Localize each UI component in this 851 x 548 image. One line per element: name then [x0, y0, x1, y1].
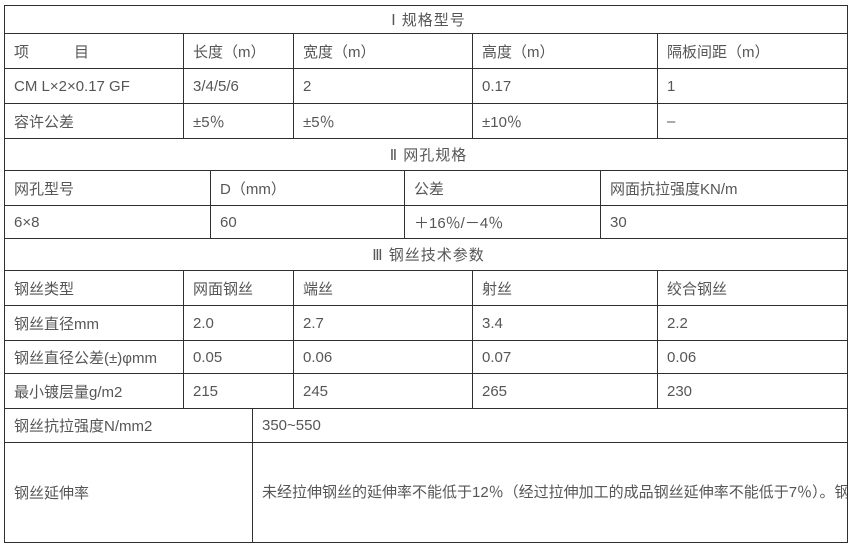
section2-header-row: 网孔型号 D（mm） 公差 网面抗拉强度KN/m: [4, 170, 848, 206]
tensile-strength-label: 钢丝抗拉强度N/mm2: [4, 408, 253, 443]
wire-mesh-header: 网面钢丝: [183, 270, 294, 306]
section1-title-row: Ⅰ 规格型号: [4, 5, 848, 34]
elongation-row: 钢丝延伸率 未经拉伸钢丝的延伸率不能低于12％（经过拉伸加工的成品钢丝延伸率不能…: [4, 442, 848, 543]
mesh-tolerance-value: ＋16％/－4％: [404, 205, 601, 239]
spec-table: Ⅰ 规格型号 项 目 长度（m） 宽度（m） 高度（m） 隔板间距（m） CM …: [4, 5, 848, 543]
section1-header-length: 长度（m）: [183, 33, 294, 69]
mesh-d-value: 60: [210, 205, 405, 239]
section1-header-item: 项 目: [4, 33, 184, 69]
wire-diameter-tolerance-mesh: 0.05: [183, 340, 294, 374]
wire-diameter-tolerance-row: 钢丝直径公差(±)φmm 0.05 0.06 0.07 0.06: [4, 340, 848, 374]
wire-diameter-edge: 2.7: [293, 305, 473, 341]
section3-title-row: Ⅲ 钢丝技术参数: [4, 238, 848, 271]
width-tolerance: ±5％: [293, 103, 473, 139]
elongation-note: 未经拉伸钢丝的延伸率不能低于12％（经过拉伸加工的成品钢丝延伸率不能低于7％）。…: [252, 442, 848, 543]
section1-header-width: 宽度（m）: [293, 33, 473, 69]
tensile-strength-value: 350~550: [252, 408, 848, 443]
section2-title: Ⅱ 网孔规格: [4, 138, 848, 171]
wire-diameter-tolerance-edge: 0.06: [293, 340, 473, 374]
width-value: 2: [293, 68, 473, 104]
tensile-strength-row: 钢丝抗拉强度N/mm2 350~550: [4, 408, 848, 443]
wire-diameter-stranded: 2.2: [657, 305, 848, 341]
tolerance-label: 容许公差: [4, 103, 184, 139]
coating-label: 最小镀层量g/m2: [4, 373, 184, 409]
length-tolerance: ±5％: [183, 103, 294, 139]
section1-tolerance-row: 容许公差 ±5％ ±5％ ±10％ –: [4, 103, 848, 139]
coating-lacing: 265: [472, 373, 658, 409]
section1-model-row: CM L×2×0.17 GF 3/4/5/6 2 0.17 1: [4, 68, 848, 104]
wire-lacing-header: 射丝: [472, 270, 658, 306]
wire-diameter-tolerance-stranded: 0.06: [657, 340, 848, 374]
wire-stranded-header: 绞合钢丝: [657, 270, 848, 306]
elongation-label: 钢丝延伸率: [4, 442, 253, 543]
spacing-tolerance: –: [657, 103, 848, 139]
wire-type-header-row: 钢丝类型 网面钢丝 端丝 射丝 绞合钢丝: [4, 270, 848, 306]
coating-stranded: 230: [657, 373, 848, 409]
section2-value-row: 6×8 60 ＋16％/－4％ 30: [4, 205, 848, 239]
height-tolerance: ±10％: [472, 103, 658, 139]
section2-title-row: Ⅱ 网孔规格: [4, 138, 848, 171]
wire-diameter-label: 钢丝直径mm: [4, 305, 184, 341]
wire-edge-header: 端丝: [293, 270, 473, 306]
mesh-d-header: D（mm）: [210, 170, 405, 206]
coating-row: 最小镀层量g/m2 215 245 265 230: [4, 373, 848, 409]
section1-header-height: 高度（m）: [472, 33, 658, 69]
wire-type-label: 钢丝类型: [4, 270, 184, 306]
spacing-value: 1: [657, 68, 848, 104]
mesh-type-header: 网孔型号: [4, 170, 211, 206]
wire-diameter-mesh: 2.0: [183, 305, 294, 341]
section1-title: Ⅰ 规格型号: [4, 5, 848, 34]
mesh-type-value: 6×8: [4, 205, 211, 239]
section1-header-spacing: 隔板间距（m）: [657, 33, 848, 69]
model-cell: CM L×2×0.17 GF: [4, 68, 184, 104]
wire-diameter-row: 钢丝直径mm 2.0 2.7 3.4 2.2: [4, 305, 848, 341]
mesh-strength-header: 网面抗拉强度KN/m: [600, 170, 848, 206]
coating-edge: 245: [293, 373, 473, 409]
wire-diameter-tolerance-label: 钢丝直径公差(±)φmm: [4, 340, 184, 374]
height-value: 0.17: [472, 68, 658, 104]
mesh-tolerance-header: 公差: [404, 170, 601, 206]
wire-diameter-tolerance-lacing: 0.07: [472, 340, 658, 374]
wire-diameter-lacing: 3.4: [472, 305, 658, 341]
length-value: 3/4/5/6: [183, 68, 294, 104]
section3-title: Ⅲ 钢丝技术参数: [4, 238, 848, 271]
section1-header-row: 项 目 长度（m） 宽度（m） 高度（m） 隔板间距（m）: [4, 33, 848, 69]
coating-mesh: 215: [183, 373, 294, 409]
mesh-strength-value: 30: [600, 205, 848, 239]
